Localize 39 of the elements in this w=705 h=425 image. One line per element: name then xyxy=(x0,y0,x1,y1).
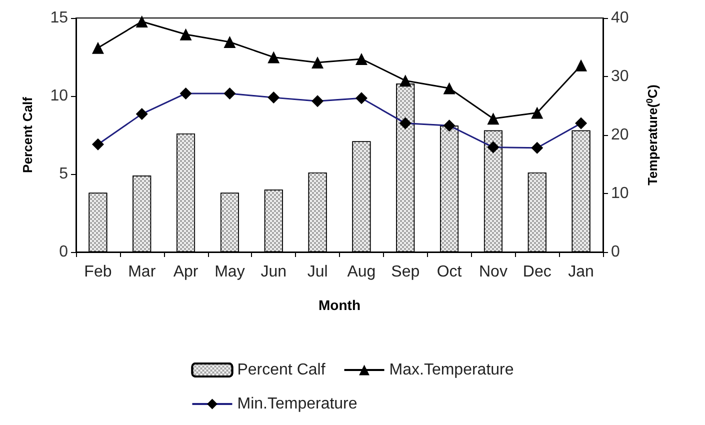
x-tick-label: Jun xyxy=(260,264,287,280)
y-tick-label: 0 xyxy=(59,244,68,260)
y-axis-title: Percent Calf xyxy=(20,96,35,173)
legend-label: Percent Calf xyxy=(237,362,326,378)
point xyxy=(487,112,500,125)
y2-tick-label: 30 xyxy=(611,68,629,85)
point xyxy=(180,28,192,40)
y-tick-label: 15 xyxy=(50,10,68,26)
y2-tick-label: 40 xyxy=(611,10,629,26)
y-tick-label: 10 xyxy=(50,88,68,104)
x-tick-label: Jan xyxy=(568,264,594,280)
point xyxy=(355,52,368,65)
x-tick-label: Dec xyxy=(522,264,552,280)
point xyxy=(312,56,324,68)
x-axis-title: Month xyxy=(318,297,360,313)
point xyxy=(224,36,236,48)
x-tick-label: Feb xyxy=(84,264,112,280)
point xyxy=(268,51,280,64)
x-tick-label: Mar xyxy=(128,264,156,280)
x-tick-label: Oct xyxy=(436,264,462,280)
point xyxy=(443,82,456,94)
y-tick-label: 5 xyxy=(59,166,68,182)
x-tick-label: Sep xyxy=(391,264,420,280)
x-tick-label: Aug xyxy=(347,264,376,280)
y2-tick-label: 10 xyxy=(611,185,629,202)
point xyxy=(136,16,148,28)
y2-tick-label: 0 xyxy=(611,244,620,260)
legend-label: Max.Temperature xyxy=(389,362,514,378)
y2-axis-title: Temperature(0C) xyxy=(644,84,660,186)
point xyxy=(92,42,104,54)
x-tick-label: May xyxy=(214,264,245,280)
legend-label: Min.Temperature xyxy=(237,396,358,412)
x-tick-label: Nov xyxy=(478,264,508,280)
point xyxy=(399,74,412,87)
point xyxy=(575,59,588,72)
point xyxy=(531,106,544,119)
x-tick-label: Apr xyxy=(173,264,199,280)
y2-tick-label: 20 xyxy=(611,126,629,144)
x-tick-label: Jul xyxy=(307,264,328,280)
